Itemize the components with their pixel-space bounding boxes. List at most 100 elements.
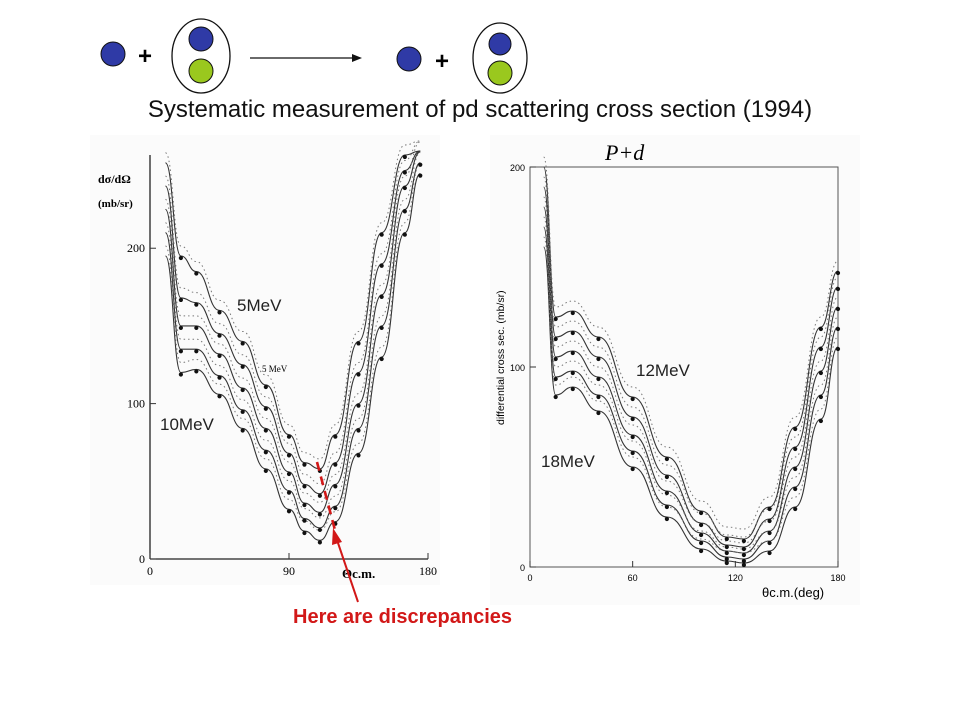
right-data-point bbox=[793, 506, 798, 512]
right-data-point bbox=[553, 394, 558, 400]
left-data-point bbox=[402, 232, 407, 237]
right-y-tick-label: 200 bbox=[510, 163, 525, 173]
left-y-axis-label: dσ/dΩ bbox=[98, 172, 131, 186]
left-data-point bbox=[402, 154, 407, 160]
right-chart: P+d 0 60 120 180 0 100 200 differential cross … bbox=[490, 135, 860, 605]
left-data-point bbox=[263, 468, 268, 473]
right-data-point bbox=[724, 544, 729, 550]
left-data-point bbox=[333, 521, 338, 526]
right-data-point bbox=[767, 550, 772, 556]
plus-sign-before: + bbox=[138, 43, 153, 70]
right-data-point bbox=[835, 286, 841, 292]
left-data-point bbox=[356, 403, 361, 408]
incoming-proton-icon bbox=[100, 41, 126, 67]
right-series-dotted-5 bbox=[543, 236, 839, 554]
left-data-point bbox=[302, 462, 307, 467]
left-data-point bbox=[263, 450, 268, 455]
right-data-point bbox=[664, 504, 669, 510]
left-series-dotted-1 bbox=[164, 140, 421, 460]
right-data-point bbox=[767, 530, 772, 536]
right-data-point bbox=[630, 396, 635, 402]
left-data-point bbox=[379, 294, 384, 299]
left-data-point bbox=[317, 540, 322, 545]
right-data-point bbox=[741, 552, 746, 558]
left-data-point bbox=[240, 341, 245, 346]
left-data-point bbox=[302, 484, 307, 489]
left-data-point bbox=[217, 333, 222, 338]
left-data-point bbox=[194, 369, 199, 374]
outgoing-deuteron-neutron-icon bbox=[487, 60, 513, 86]
left-x-tick-label: 0 bbox=[147, 564, 153, 578]
left-data-point bbox=[240, 428, 245, 433]
deuteron-neutron-icon bbox=[188, 58, 214, 84]
right-x-tick-label: 180 bbox=[830, 573, 845, 583]
right-data-point bbox=[596, 376, 601, 382]
right-data-point bbox=[553, 336, 558, 342]
left-data-point bbox=[178, 325, 183, 331]
right-data-point bbox=[553, 356, 558, 362]
right-data-point bbox=[741, 538, 746, 544]
left-data-point bbox=[418, 173, 423, 178]
right-data-point bbox=[835, 346, 841, 352]
left-data-point bbox=[302, 530, 307, 536]
left-data-point bbox=[317, 468, 322, 473]
left-data-point bbox=[333, 484, 338, 489]
left-data-point bbox=[379, 356, 384, 362]
left-data-point bbox=[317, 512, 322, 517]
left-y-tick-label: 100 bbox=[127, 397, 145, 411]
outgoing-deuteron-proton-icon bbox=[488, 32, 512, 56]
right-series-line-4 bbox=[543, 226, 839, 560]
right-data-point bbox=[818, 346, 823, 352]
right-data-point bbox=[724, 560, 729, 566]
slide-title: Systematic measurement of pd scattering … bbox=[147, 96, 813, 123]
right-series-dotted-4 bbox=[543, 216, 839, 550]
right-data-point bbox=[570, 350, 575, 356]
left-data-point bbox=[379, 232, 384, 237]
right-data-point bbox=[570, 386, 575, 392]
left-inner-energy-label: 5 MeV bbox=[262, 364, 288, 374]
energy-label-10mev: 10MeV bbox=[160, 415, 214, 434]
right-data-point bbox=[596, 336, 601, 342]
right-data-point bbox=[818, 326, 823, 332]
left-data-point bbox=[194, 349, 199, 354]
left-data-point bbox=[302, 518, 307, 523]
left-data-point bbox=[194, 325, 199, 331]
left-data-point bbox=[286, 471, 292, 477]
right-data-point bbox=[570, 370, 575, 376]
right-data-point bbox=[835, 326, 841, 332]
right-x-axis-label: θc.m.(deg) bbox=[762, 585, 824, 600]
right-data-point bbox=[699, 522, 704, 528]
left-data-point bbox=[178, 255, 183, 261]
right-data-point bbox=[664, 456, 669, 462]
plus-sign-after: + bbox=[435, 48, 450, 75]
right-data-point bbox=[699, 532, 704, 538]
reaction-diagram bbox=[100, 18, 528, 94]
right-x-tick-label: 0 bbox=[527, 573, 532, 583]
right-data-point bbox=[570, 330, 575, 336]
left-data-point bbox=[356, 428, 361, 433]
left-x-tick-label: 180 bbox=[419, 564, 437, 578]
left-data-point bbox=[317, 493, 322, 498]
left-data-point bbox=[217, 310, 222, 315]
right-data-point bbox=[699, 510, 704, 516]
left-data-point bbox=[302, 502, 307, 508]
right-data-point bbox=[793, 446, 798, 452]
left-data-point bbox=[263, 428, 268, 433]
right-data-point bbox=[767, 518, 772, 524]
left-data-point bbox=[217, 394, 222, 399]
left-data-point bbox=[178, 297, 183, 303]
right-series-line-1 bbox=[543, 166, 839, 540]
left-data-point bbox=[217, 375, 222, 380]
energy-label-5mev: 5MeV bbox=[237, 296, 282, 315]
energy-label-12mev: 12MeV bbox=[636, 361, 690, 380]
left-x-axis-label: Θc.m. bbox=[342, 566, 375, 581]
left-data-point bbox=[286, 453, 292, 458]
right-data-point bbox=[664, 516, 669, 522]
left-data-point bbox=[286, 509, 292, 514]
right-data-point bbox=[699, 548, 704, 554]
discrepancy-caption: Here are discrepancies bbox=[293, 606, 513, 628]
right-data-point bbox=[724, 550, 729, 556]
right-y-axis-label: differential cross sec. (mb/sr) bbox=[495, 290, 507, 425]
right-data-point bbox=[553, 316, 558, 322]
left-data-point bbox=[178, 372, 183, 377]
